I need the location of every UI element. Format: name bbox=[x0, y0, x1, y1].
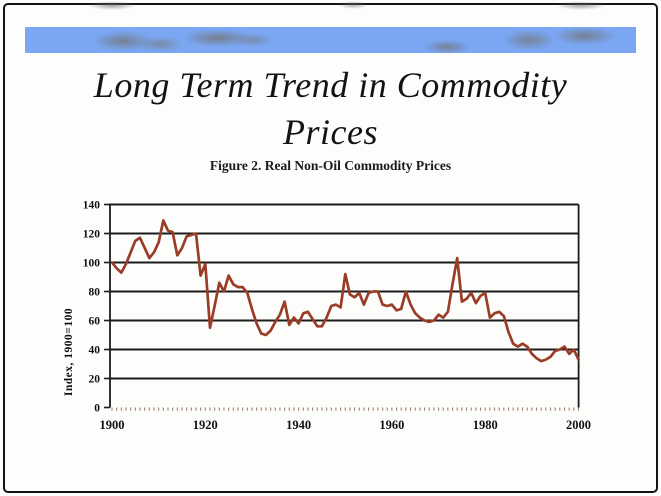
y-axis-title: Index, 1900=100 bbox=[63, 308, 75, 396]
xtick-label-2000: 2000 bbox=[566, 418, 591, 432]
ytick-label-100: 100 bbox=[83, 258, 101, 270]
xtick-label-1920: 1920 bbox=[193, 418, 218, 432]
xtick-label-1980: 1980 bbox=[473, 418, 498, 432]
xtick-label-1900: 1900 bbox=[100, 418, 125, 432]
ytick-label-140: 140 bbox=[83, 200, 101, 212]
slide-title: Long Term Trend in Commodity Prices bbox=[40, 62, 621, 156]
ytick-label-0: 0 bbox=[94, 403, 100, 415]
commodity-price-line bbox=[110, 219, 580, 363]
figure-caption: Figure 2. Real Non-Oil Commodity Prices bbox=[209, 158, 452, 173]
ytick-label-60: 60 bbox=[89, 316, 101, 328]
ytick-label-40: 40 bbox=[89, 345, 101, 357]
ytick-label-20: 20 bbox=[89, 374, 101, 386]
slide-title-line1: Long Term Trend in Commodity bbox=[93, 65, 568, 105]
ytick-label-80: 80 bbox=[89, 287, 101, 299]
xtick-label-1960: 1960 bbox=[379, 418, 404, 432]
ytick-label-120: 120 bbox=[83, 229, 101, 241]
slide-title-line2: Prices bbox=[283, 112, 378, 152]
xtick-label-1940: 1940 bbox=[286, 418, 311, 432]
